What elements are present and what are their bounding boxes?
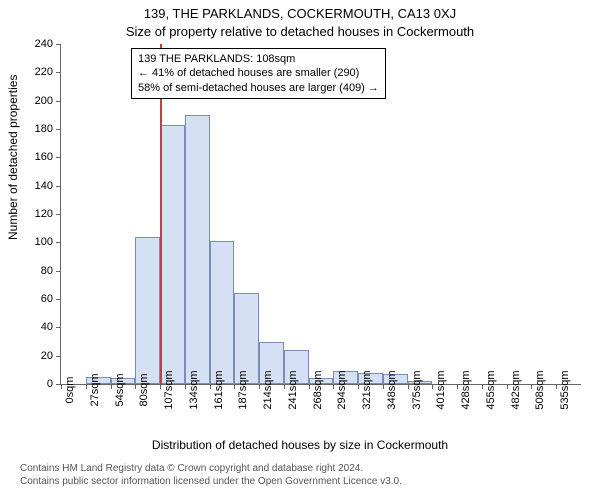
ytick	[56, 101, 61, 102]
chart-container: 139, THE PARKLANDS, COCKERMOUTH, CA13 0X…	[0, 0, 600, 500]
histogram-bar	[185, 115, 210, 384]
xtick	[358, 384, 359, 389]
xtick-label: 107sqm	[163, 370, 175, 409]
ytick-label: 60	[41, 293, 53, 305]
xtick-label: 321sqm	[361, 370, 373, 409]
histogram-bar	[210, 241, 235, 384]
xtick	[210, 384, 211, 389]
ytick-label: 20	[41, 350, 53, 362]
annotation-line1: 139 THE PARKLANDS: 108sqm	[138, 52, 379, 66]
annotation-line3: 58% of semi-detached houses are larger (…	[138, 81, 379, 95]
footer-line1: Contains HM Land Registry data © Crown c…	[20, 462, 402, 475]
ytick-label: 80	[41, 265, 53, 277]
xtick-label: 134sqm	[188, 370, 200, 409]
xtick-label: 428sqm	[460, 370, 472, 409]
ytick	[56, 327, 61, 328]
xtick	[309, 384, 310, 389]
ytick	[56, 242, 61, 243]
ytick-label: 160	[35, 151, 53, 163]
chart-title-line2: Size of property relative to detached ho…	[0, 24, 600, 39]
histogram-bar	[135, 237, 160, 384]
xtick-label: 482sqm	[510, 370, 522, 409]
ytick	[56, 214, 61, 215]
xtick	[259, 384, 260, 389]
xtick	[160, 384, 161, 389]
xtick	[432, 384, 433, 389]
xtick-label: 455sqm	[485, 370, 497, 409]
xtick-label: 27sqm	[89, 373, 101, 406]
ytick-label: 140	[35, 180, 53, 192]
xtick-label: 80sqm	[138, 373, 150, 406]
footer-line2: Contains public sector information licen…	[20, 475, 402, 488]
xtick	[531, 384, 532, 389]
ytick-label: 240	[35, 38, 53, 50]
ytick-label: 100	[35, 236, 53, 248]
ytick-label: 0	[47, 378, 53, 390]
xtick	[111, 384, 112, 389]
ytick	[56, 299, 61, 300]
chart-title-line1: 139, THE PARKLANDS, COCKERMOUTH, CA13 0X…	[0, 6, 600, 21]
xtick-label: 268sqm	[312, 370, 324, 409]
xtick	[556, 384, 557, 389]
xtick	[234, 384, 235, 389]
xtick-label: 214sqm	[262, 370, 274, 409]
ytick-label: 180	[35, 123, 53, 135]
ytick	[56, 129, 61, 130]
xtick-label: 508sqm	[534, 370, 546, 409]
xtick	[482, 384, 483, 389]
ytick	[56, 356, 61, 357]
xtick-label: 161sqm	[213, 370, 225, 409]
xtick	[86, 384, 87, 389]
xtick	[333, 384, 334, 389]
xtick	[61, 384, 62, 389]
xtick	[185, 384, 186, 389]
plot-area: 0204060801001201401601802002202400sqm27s…	[60, 44, 581, 385]
footer-text: Contains HM Land Registry data © Crown c…	[20, 462, 402, 488]
xtick	[284, 384, 285, 389]
xtick	[408, 384, 409, 389]
x-axis-label: Distribution of detached houses by size …	[0, 438, 600, 452]
ytick-label: 120	[35, 208, 53, 220]
ytick	[56, 157, 61, 158]
xtick-label: 348sqm	[386, 370, 398, 409]
xtick-label: 375sqm	[411, 370, 423, 409]
ytick-label: 40	[41, 321, 53, 333]
xtick	[507, 384, 508, 389]
ytick	[56, 186, 61, 187]
xtick-label: 294sqm	[336, 370, 348, 409]
xtick-label: 535sqm	[559, 370, 571, 409]
ytick	[56, 72, 61, 73]
xtick-label: 54sqm	[114, 373, 126, 406]
xtick-label: 401sqm	[435, 370, 447, 409]
annotation-box: 139 THE PARKLANDS: 108sqm ← 41% of detac…	[131, 48, 386, 99]
xtick-label: 241sqm	[287, 370, 299, 409]
ytick	[56, 44, 61, 45]
annotation-line2: ← 41% of detached houses are smaller (29…	[138, 66, 379, 80]
ytick-label: 200	[35, 95, 53, 107]
ytick-label: 220	[35, 66, 53, 78]
ytick	[56, 271, 61, 272]
y-axis-label: Number of detached properties	[6, 75, 20, 240]
xtick	[383, 384, 384, 389]
xtick-label: 0sqm	[64, 377, 76, 404]
xtick	[135, 384, 136, 389]
xtick-label: 187sqm	[237, 370, 249, 409]
xtick	[457, 384, 458, 389]
histogram-bar	[160, 125, 185, 384]
